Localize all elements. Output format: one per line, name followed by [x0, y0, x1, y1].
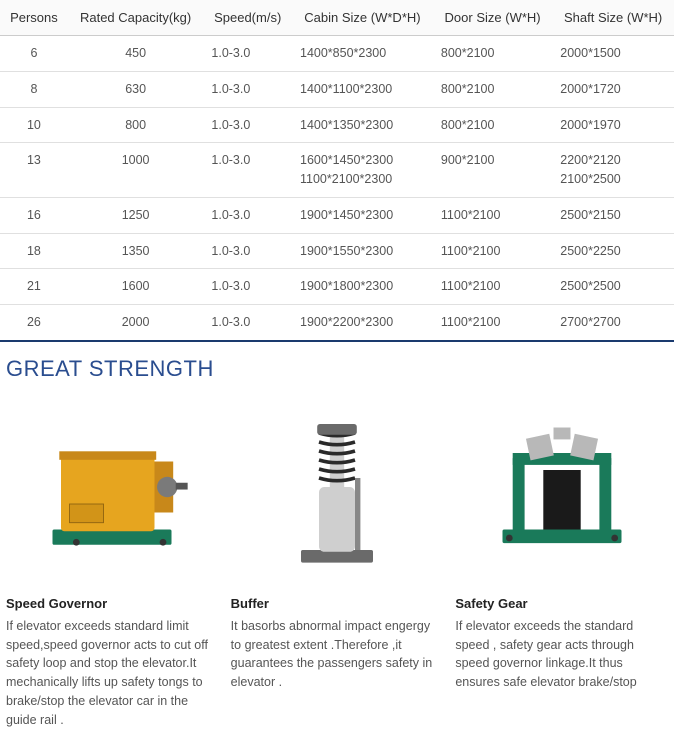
spec-table: Persons Rated Capacity(kg) Speed(m/s) Ca… [0, 0, 674, 342]
cell-door: 1100*2100 [433, 233, 552, 269]
cell-persons: 10 [0, 107, 68, 143]
cell-shaft: 2500*2250 [552, 233, 674, 269]
cell-cabin: 1900*1550*2300 [292, 233, 433, 269]
cell-cabin: 1900*1450*2300 [292, 197, 433, 233]
cell-speed: 1.0-3.0 [203, 36, 292, 72]
col-capacity: Rated Capacity(kg) [68, 0, 204, 36]
feature-title: Speed Governor [6, 596, 219, 611]
cell-cabin: 1900*1800*2300 [292, 269, 433, 305]
cell-capacity: 1000 [68, 143, 204, 198]
cell-capacity: 450 [68, 36, 204, 72]
col-cabin: Cabin Size (W*D*H) [292, 0, 433, 36]
cell-speed: 1.0-3.0 [203, 143, 292, 198]
cell-persons: 26 [0, 305, 68, 341]
cell-persons: 13 [0, 143, 68, 198]
feature-title: Buffer [231, 596, 444, 611]
feature-safety-gear: Safety Gear If elevator exceeds the stan… [455, 392, 668, 730]
table-header-row: Persons Rated Capacity(kg) Speed(m/s) Ca… [0, 0, 674, 36]
cell-door: 1100*2100 [433, 269, 552, 305]
col-speed: Speed(m/s) [203, 0, 292, 36]
cell-shaft: 2500*2500 [552, 269, 674, 305]
cell-persons: 8 [0, 71, 68, 107]
feature-buffer: Buffer It basorbs abnormal impact engerg… [231, 392, 444, 730]
cell-shaft: 2500*2150 [552, 197, 674, 233]
cell-capacity: 800 [68, 107, 204, 143]
cell-cabin: 1600*1450*23001100*2100*2300 [292, 143, 433, 198]
table-row: 1612501.0-3.01900*1450*23001100*21002500… [0, 197, 674, 233]
cell-speed: 1.0-3.0 [203, 107, 292, 143]
cell-persons: 18 [0, 233, 68, 269]
cell-speed: 1.0-3.0 [203, 71, 292, 107]
cell-speed: 1.0-3.0 [203, 269, 292, 305]
cell-persons: 6 [0, 36, 68, 72]
feature-desc: If elevator exceeds the standard speed ,… [455, 617, 668, 692]
cell-speed: 1.0-3.0 [203, 197, 292, 233]
cell-cabin: 1400*850*2300 [292, 36, 433, 72]
table-row: 108001.0-3.01400*1350*2300800*21002000*1… [0, 107, 674, 143]
cell-shaft: 2000*1720 [552, 71, 674, 107]
cell-shaft: 2000*1500 [552, 36, 674, 72]
cell-door: 800*2100 [433, 71, 552, 107]
section-title: GREAT STRENGTH [0, 342, 674, 392]
cell-persons: 21 [0, 269, 68, 305]
cell-capacity: 1600 [68, 269, 204, 305]
speed-governor-icon [6, 392, 219, 582]
table-row: 1310001.0-3.01600*1450*23001100*2100*230… [0, 143, 674, 198]
table-row: 64501.0-3.01400*850*2300800*21002000*150… [0, 36, 674, 72]
buffer-icon [231, 392, 444, 582]
cell-cabin: 1400*1350*2300 [292, 107, 433, 143]
cell-capacity: 1350 [68, 233, 204, 269]
table-row: 86301.0-3.01400*1100*2300800*21002000*17… [0, 71, 674, 107]
cell-capacity: 630 [68, 71, 204, 107]
feature-title: Safety Gear [455, 596, 668, 611]
cell-cabin: 1400*1100*2300 [292, 71, 433, 107]
cell-speed: 1.0-3.0 [203, 233, 292, 269]
table-row: 2620001.0-3.01900*2200*23001100*21002700… [0, 305, 674, 341]
cell-door: 800*2100 [433, 36, 552, 72]
col-shaft: Shaft Size (W*H) [552, 0, 674, 36]
cell-shaft: 2700*2700 [552, 305, 674, 341]
cell-door: 1100*2100 [433, 197, 552, 233]
cell-capacity: 1250 [68, 197, 204, 233]
feature-desc: It basorbs abnormal impact engergy to gr… [231, 617, 444, 692]
cell-door: 1100*2100 [433, 305, 552, 341]
cell-shaft: 2000*1970 [552, 107, 674, 143]
cell-speed: 1.0-3.0 [203, 305, 292, 341]
cell-capacity: 2000 [68, 305, 204, 341]
features-row: Speed Governor If elevator exceeds stand… [0, 392, 674, 741]
feature-desc: If elevator exceeds standard limit speed… [6, 617, 219, 730]
cell-persons: 16 [0, 197, 68, 233]
cell-door: 800*2100 [433, 107, 552, 143]
table-row: 2116001.0-3.01900*1800*23001100*21002500… [0, 269, 674, 305]
col-door: Door Size (W*H) [433, 0, 552, 36]
feature-speed-governor: Speed Governor If elevator exceeds stand… [6, 392, 219, 730]
table-row: 1813501.0-3.01900*1550*23001100*21002500… [0, 233, 674, 269]
cell-cabin: 1900*2200*2300 [292, 305, 433, 341]
col-persons: Persons [0, 0, 68, 36]
safety-gear-icon [455, 392, 668, 582]
cell-shaft: 2200*21202100*2500 [552, 143, 674, 198]
cell-door: 900*2100 [433, 143, 552, 198]
